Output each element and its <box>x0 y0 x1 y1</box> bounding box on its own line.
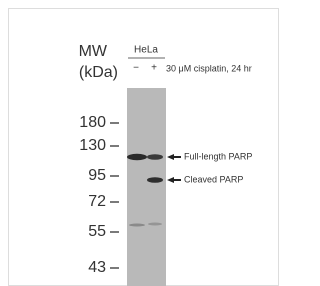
band-full-length-lane1 <box>127 154 147 160</box>
page: {"header": {"mw": "MW", "unit": "(kDa)",… <box>0 0 287 286</box>
faint-band <box>148 223 162 226</box>
band-cleaved-lane2 <box>147 177 163 183</box>
faint-band <box>129 224 145 227</box>
mw-label: MW <box>79 43 108 60</box>
band-label: Full-length PARP <box>184 151 252 161</box>
band-full-length-lane2 <box>147 154 163 160</box>
figure: MW (kDa) HeLa − + 30 μM cisplatin, 24 hr… <box>0 0 287 286</box>
blot <box>127 88 166 286</box>
marker-label: 180 <box>79 114 106 131</box>
marker-label: 55 <box>88 223 106 240</box>
lane-plus: + <box>151 63 157 74</box>
unit-label: (kDa) <box>79 64 118 81</box>
lane-minus: − <box>133 63 139 74</box>
marker-label: 130 <box>79 137 106 154</box>
cell-line: HeLa <box>134 45 158 56</box>
treatment: 30 μM cisplatin, 24 hr <box>166 63 252 73</box>
marker-label: 72 <box>88 193 106 210</box>
band-label: Cleaved PARP <box>184 174 243 184</box>
marker-label: 43 <box>88 259 106 276</box>
marker-label: 95 <box>88 167 106 184</box>
